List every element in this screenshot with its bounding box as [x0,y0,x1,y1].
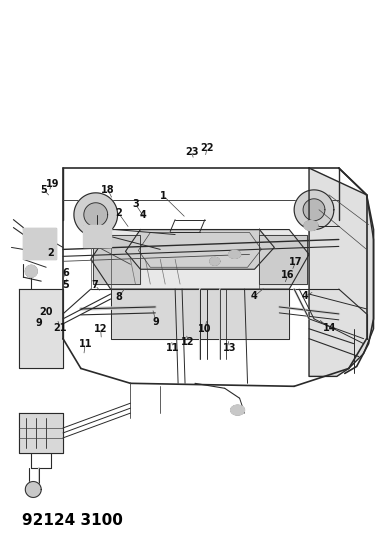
Text: 11: 11 [166,343,180,353]
Polygon shape [84,203,108,227]
Text: 12: 12 [181,337,195,348]
Text: 4: 4 [251,292,258,302]
Text: 2: 2 [47,248,54,258]
Polygon shape [231,405,245,415]
Polygon shape [74,193,117,237]
Polygon shape [294,190,334,230]
Text: 5: 5 [40,184,47,195]
Text: 7: 7 [92,280,98,290]
Text: 23: 23 [185,147,199,157]
Text: 10: 10 [198,324,212,334]
Polygon shape [83,224,111,247]
Polygon shape [260,235,307,284]
Text: 17: 17 [289,257,302,267]
Polygon shape [93,235,140,284]
Text: 5: 5 [62,280,69,290]
Text: 11: 11 [78,339,92,349]
Polygon shape [91,230,309,289]
Polygon shape [229,251,241,259]
Text: 9: 9 [35,318,42,328]
Text: 22: 22 [200,143,214,154]
Polygon shape [19,289,63,368]
Text: 6: 6 [62,268,69,278]
Text: 21: 21 [53,323,67,333]
Text: 1: 1 [160,191,167,201]
Polygon shape [125,230,274,269]
Polygon shape [25,481,41,497]
Polygon shape [309,168,374,376]
Text: 12: 12 [94,324,108,334]
Text: 4: 4 [139,210,146,220]
Polygon shape [304,221,318,231]
Polygon shape [25,265,37,277]
Text: 13: 13 [223,343,236,353]
Text: 14: 14 [323,323,336,333]
Text: 9: 9 [153,317,160,327]
Text: 92124 3100: 92124 3100 [22,513,123,528]
Text: 18: 18 [101,185,115,195]
Text: 19: 19 [46,179,59,189]
Text: 2: 2 [115,208,122,218]
Text: 3: 3 [132,199,139,209]
Polygon shape [19,413,63,453]
Text: 16: 16 [281,270,295,280]
Text: 8: 8 [115,293,122,303]
Text: 4: 4 [302,292,308,302]
Polygon shape [210,257,220,265]
Text: 20: 20 [39,308,53,317]
Polygon shape [23,228,56,260]
Polygon shape [303,199,325,221]
Polygon shape [111,289,289,338]
